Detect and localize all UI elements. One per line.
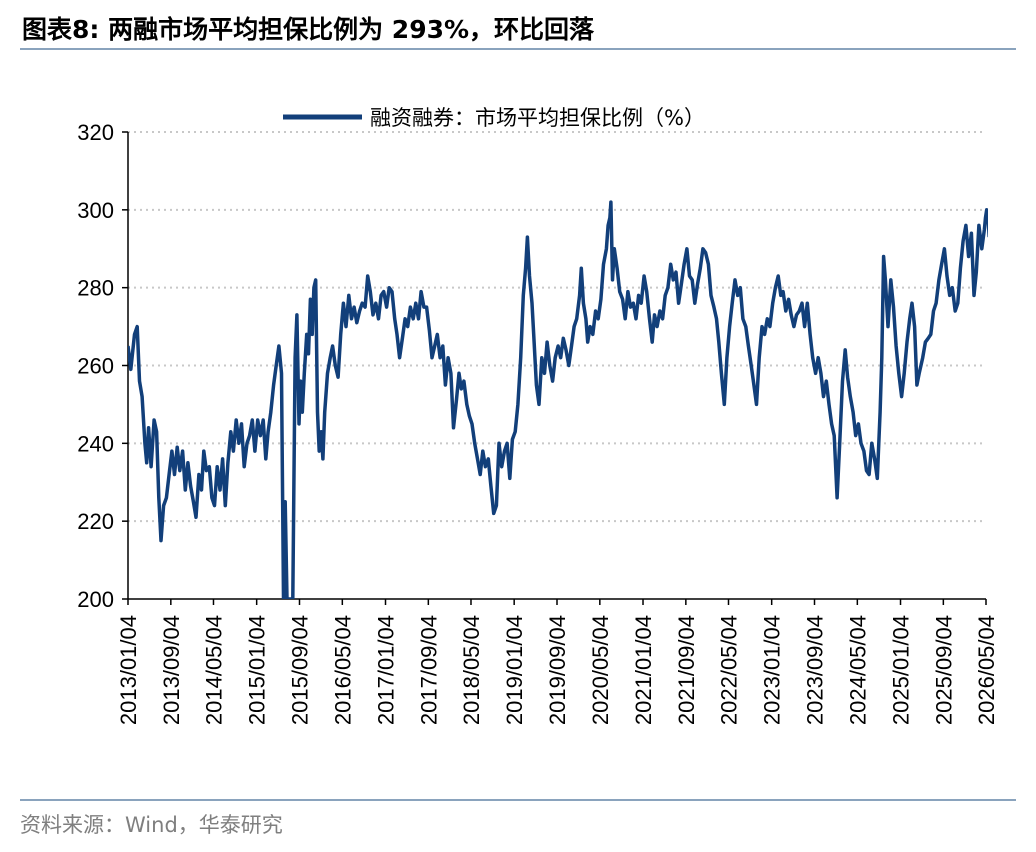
source-note: 资料来源：Wind，华泰研究 [20,813,283,837]
x-tick-label: 2016/05/04 [330,615,355,725]
line-chart: 200 220 240 260 280 300 320 2013/01/04 2013/09/… [77,106,999,725]
x-tick-label: 2022/05/04 [716,615,741,725]
x-tick-label: 2019/09/04 [545,615,570,725]
series [128,200,988,599]
y-tick-label: 280 [77,276,114,301]
figure-title: 图表8: 两融市场平均担保比例为 293%，环比回落 [22,15,595,44]
x-tick-labels: 2013/01/04 2013/09/04 2014/05/04 2015/01/04… [116,599,999,725]
x-tick-label: 2021/09/04 [674,615,699,725]
x-tick-label: 2024/05/04 [845,615,870,725]
x-tick-label: 2019/01/04 [502,615,527,725]
x-tick-label: 2023/09/04 [803,615,828,725]
title-divider [20,48,1016,50]
x-tick-label: 2015/09/04 [287,615,312,725]
x-tick-label: 2020/05/04 [588,615,613,725]
x-tick-label: 2017/01/04 [374,615,399,725]
y-tick-labels: 200 220 240 260 280 300 320 [77,120,128,612]
series-line [128,200,988,599]
y-tick-label: 320 [77,120,114,145]
legend-label: 融资融券：市场平均担保比例（%） [370,106,705,130]
axes [127,132,986,600]
legend: 融资融券：市场平均担保比例（%） [283,106,705,130]
x-tick-label: 2015/01/04 [245,615,270,725]
x-tick-label: 2018/05/04 [459,615,484,725]
y-tick-label: 220 [77,509,114,534]
x-tick-label: 2021/01/04 [631,615,656,725]
x-tick-label: 2013/01/04 [116,615,141,725]
x-tick-label: 2025/09/04 [931,615,956,725]
y-tick-label: 260 [77,354,114,379]
y-tick-label: 200 [77,587,114,612]
gridlines [128,131,986,523]
y-tick-label: 240 [77,431,114,456]
x-tick-label: 2017/09/04 [416,615,441,725]
x-tick-label: 2025/01/04 [889,615,914,725]
x-tick-label: 2026/05/04 [974,615,999,725]
x-tick-label: 2023/01/04 [760,615,785,725]
x-tick-label: 2013/09/04 [159,615,184,725]
y-tick-label: 300 [77,198,114,223]
x-tick-label: 2014/05/04 [201,615,226,725]
source-divider [20,799,1016,801]
